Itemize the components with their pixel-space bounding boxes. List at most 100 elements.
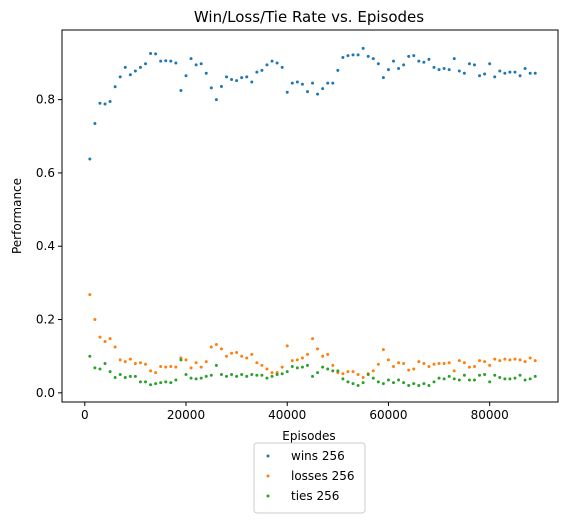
- series-0-point: [305, 90, 309, 94]
- series-1-point: [427, 364, 431, 368]
- y-tick-label: 0.8: [36, 93, 55, 107]
- series-0-point: [523, 66, 527, 70]
- legend-label: losses 256: [291, 469, 355, 483]
- series-0-point: [118, 75, 122, 79]
- series-0-point: [260, 68, 264, 72]
- series-2-point: [224, 374, 228, 378]
- x-tick-label: 0: [81, 408, 89, 422]
- series-2-point: [503, 377, 507, 381]
- series-1-point: [518, 358, 522, 362]
- series-1-point: [189, 366, 193, 370]
- chart-title: Win/Loss/Tie Rate vs. Episodes: [194, 8, 424, 26]
- series-1-point: [270, 371, 274, 375]
- series-1-point: [381, 348, 385, 352]
- series-2-point: [144, 380, 148, 384]
- series-1-point: [361, 375, 365, 379]
- series-0-point: [503, 71, 507, 75]
- x-tick-label: 80000: [471, 408, 509, 422]
- series-1-point: [138, 361, 142, 365]
- legend-marker: [266, 454, 270, 458]
- series-2-point: [488, 380, 492, 384]
- series-0-point: [447, 68, 451, 72]
- series-2-point: [189, 376, 193, 380]
- series-1-point: [260, 363, 264, 367]
- series-1-point: [300, 356, 304, 360]
- series-2-point: [219, 373, 223, 377]
- series-1-point: [103, 340, 107, 344]
- series-1-point: [108, 337, 112, 341]
- series-1-point: [488, 363, 492, 367]
- series-1-point: [483, 360, 487, 364]
- series-2-point: [311, 374, 315, 378]
- series-2-point: [93, 366, 97, 370]
- series-1-point: [376, 362, 380, 366]
- series-0-point: [144, 62, 148, 66]
- series-1-point: [204, 360, 208, 364]
- series-0-point: [169, 59, 173, 63]
- series-2-point: [528, 377, 532, 381]
- series-2-point: [98, 367, 102, 371]
- series-1-point: [523, 360, 527, 364]
- series-0-point: [376, 62, 380, 66]
- series-1-point: [331, 363, 335, 367]
- series-1-point: [285, 344, 289, 348]
- series-2-point: [300, 365, 304, 369]
- series-2-point: [321, 365, 325, 369]
- series-2-point: [326, 367, 330, 371]
- series-1-point: [478, 359, 482, 363]
- series-2-point: [508, 377, 512, 381]
- series-1-point: [113, 345, 117, 349]
- series-0-point: [138, 65, 142, 69]
- series-1-point: [295, 358, 299, 362]
- series-2-point: [159, 381, 163, 385]
- y-axis: 0.0 0.2 0.4 0.6 0.8: [36, 93, 62, 400]
- series-1-point: [280, 365, 284, 369]
- series-1-point: [265, 367, 269, 371]
- series-0-point: [194, 63, 198, 67]
- series-2-point: [295, 366, 299, 370]
- series-2-point: [275, 373, 279, 377]
- series-0-point: [462, 71, 466, 75]
- series-1-point: [118, 358, 122, 362]
- series-1-point: [164, 365, 168, 369]
- series-0-point: [214, 98, 218, 102]
- series-0-point: [427, 57, 431, 61]
- series-1-point: [533, 359, 537, 363]
- series-0-point: [316, 92, 320, 96]
- series-2-point: [265, 376, 269, 380]
- series-1-point: [447, 361, 451, 365]
- series-0-point: [255, 70, 259, 74]
- series-0-point: [417, 59, 421, 63]
- series-2-point: [361, 381, 365, 385]
- series-1-point: [407, 368, 411, 372]
- series-0-point: [199, 62, 203, 66]
- series-0-point: [432, 65, 436, 69]
- series-2-point: [478, 373, 482, 377]
- series-1-point: [255, 361, 259, 365]
- series-2-point: [432, 380, 436, 384]
- series-1-point: [402, 362, 406, 366]
- series-0-point: [240, 76, 244, 80]
- series-2-point: [199, 376, 203, 380]
- series-1-point: [412, 367, 416, 371]
- series-2-point: [250, 373, 254, 377]
- series-0-point: [493, 75, 497, 79]
- series-1-point: [123, 360, 127, 364]
- series-0-point: [245, 75, 249, 79]
- series-0-point: [184, 74, 188, 78]
- series-2-point: [356, 384, 360, 388]
- series-1-point: [397, 361, 401, 365]
- series-2-point: [407, 384, 411, 388]
- series-0-point: [250, 80, 254, 84]
- legend-label: wins 256: [291, 449, 345, 463]
- series-2-point: [245, 374, 249, 378]
- series-0-point: [336, 68, 340, 72]
- series-0-point: [528, 71, 532, 75]
- series-0-point: [123, 65, 127, 69]
- series-0-point: [392, 59, 396, 63]
- plot-frame: [61, 29, 559, 403]
- series-0-point: [108, 99, 112, 103]
- series-2-point: [204, 374, 208, 378]
- series-2-point: [154, 382, 158, 386]
